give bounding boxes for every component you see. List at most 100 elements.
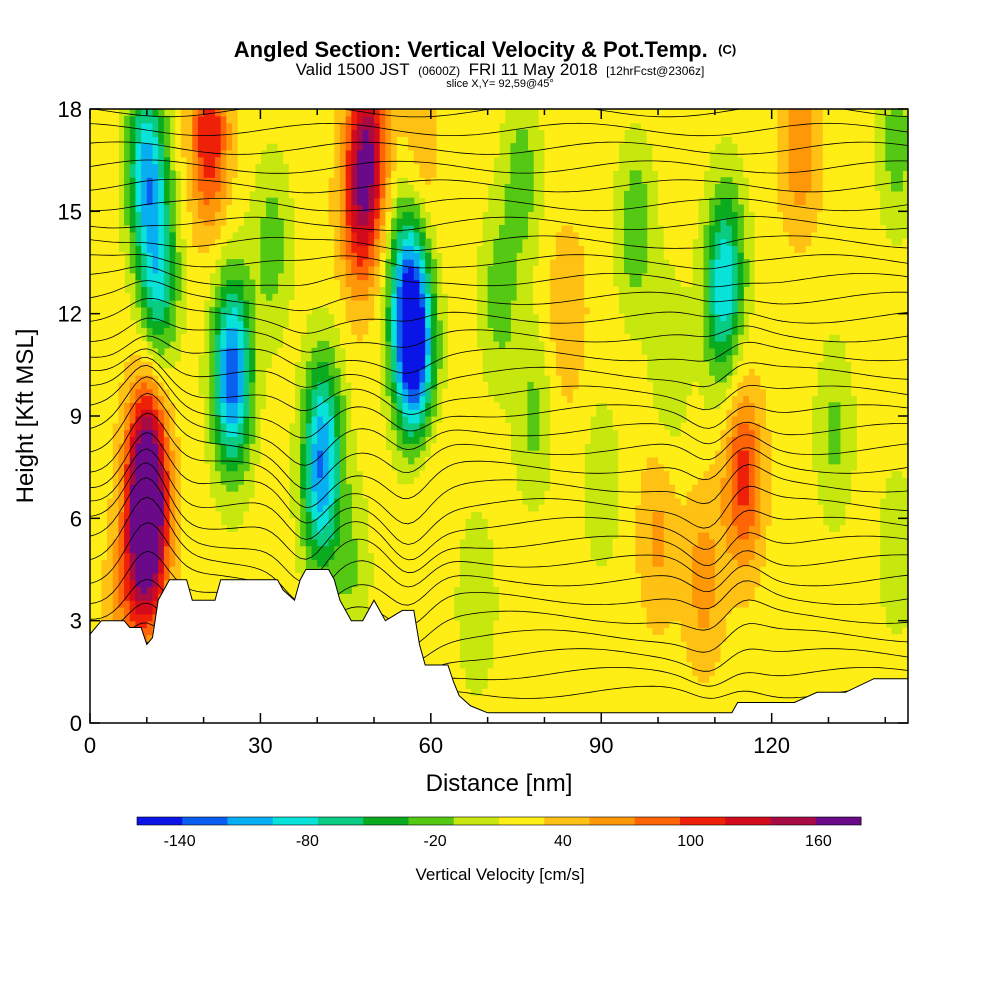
velocity-cell (146, 306, 154, 315)
velocity-cell (271, 361, 296, 369)
velocity-cell (822, 143, 875, 151)
velocity-cell (175, 293, 182, 301)
velocity-cell (152, 340, 171, 349)
plot-content (90, 109, 908, 723)
velocity-cell (618, 531, 636, 540)
velocity-cell (118, 450, 125, 458)
velocity-cell (447, 300, 477, 308)
velocity-cell (351, 395, 381, 403)
velocity-cell (652, 525, 665, 533)
velocity-cell (112, 607, 125, 615)
velocity-cell (629, 170, 642, 178)
velocity-cell (703, 245, 710, 253)
velocity-cell (692, 600, 716, 608)
velocity-cell (237, 156, 262, 165)
velocity-cell (90, 443, 114, 451)
velocity-cell (731, 272, 739, 281)
velocity-cell (175, 259, 182, 267)
velocity-cell (885, 149, 908, 158)
velocity-cell (90, 409, 119, 417)
velocity-cell (391, 388, 398, 397)
velocity-cell (516, 129, 528, 137)
velocity-cell (430, 327, 438, 335)
velocity-cell (146, 197, 154, 206)
velocity-cell (527, 395, 540, 403)
velocity-cell (771, 436, 813, 444)
velocity-cell (158, 149, 165, 158)
velocity-cell (135, 443, 159, 451)
velocity-cell (146, 224, 159, 233)
velocity-cell (214, 450, 222, 458)
velocity-cell (663, 238, 693, 247)
velocity-cell (538, 238, 557, 247)
velocity-cell (544, 211, 614, 219)
velocity-cell (237, 327, 244, 335)
velocity-cell (391, 313, 398, 322)
velocity-cell (856, 422, 908, 431)
velocity-cell (339, 538, 358, 547)
velocity-cell (374, 197, 381, 206)
velocity-cell (197, 136, 222, 144)
velocity-cell (714, 313, 722, 322)
velocity-cell (300, 504, 307, 513)
velocity-cell (487, 272, 517, 281)
velocity-cell (692, 593, 716, 601)
velocity-cell (720, 443, 727, 451)
velocity-cell (175, 361, 199, 369)
velocity-cell (646, 456, 659, 465)
velocity-cell (135, 163, 142, 171)
velocity-cell (90, 491, 114, 499)
velocity-cell (146, 190, 154, 199)
velocity-cell (680, 620, 699, 629)
velocity-cell (396, 436, 404, 444)
velocity-cell (220, 354, 227, 363)
velocity-cell (748, 327, 908, 335)
velocity-cell (737, 293, 744, 301)
velocity-cell (158, 566, 165, 574)
velocity-cell (379, 218, 386, 226)
velocity-cell (124, 504, 131, 513)
velocity-cell (402, 313, 426, 322)
velocity-cell (220, 443, 227, 451)
velocity-cell (141, 204, 159, 212)
velocity-cell (175, 265, 182, 274)
velocity-cell (419, 279, 426, 287)
velocity-cell (214, 163, 222, 171)
velocity-cell (396, 375, 404, 383)
velocity-cell (186, 300, 205, 308)
velocity-cell (158, 388, 171, 397)
velocity-cell (124, 361, 154, 369)
velocity-cell (851, 477, 886, 485)
velocity-cell (226, 340, 239, 349)
velocity-cell (743, 272, 750, 281)
velocity-cell (419, 163, 438, 171)
velocity-cell (220, 313, 227, 322)
velocity-cell (385, 109, 392, 117)
velocity-cell (90, 306, 131, 315)
velocity-cell (317, 416, 324, 424)
velocity-cell (794, 245, 807, 253)
velocity-cell (135, 218, 142, 226)
velocity-cell (90, 361, 125, 369)
velocity-cell (510, 143, 528, 151)
velocity-cell (209, 436, 216, 444)
velocity-cell (652, 531, 665, 540)
velocity-cell (788, 129, 813, 137)
velocity-cell (771, 518, 824, 526)
velocity-cell (692, 579, 716, 588)
velocity-cell (487, 286, 517, 294)
velocity-cell (260, 436, 290, 444)
velocity-cell (226, 361, 239, 369)
velocity-cell (703, 320, 710, 328)
velocity-cell (175, 491, 182, 499)
velocity-cell (158, 443, 165, 451)
velocity-cell (555, 238, 580, 247)
velocity-cell (544, 491, 585, 499)
velocity-cell (90, 286, 125, 294)
velocity-cell (402, 238, 415, 247)
velocity-cell (152, 402, 159, 410)
velocity-cell (777, 109, 790, 117)
velocity-cell (243, 354, 250, 363)
velocity-cell (396, 224, 404, 233)
velocity-cell (402, 340, 426, 349)
